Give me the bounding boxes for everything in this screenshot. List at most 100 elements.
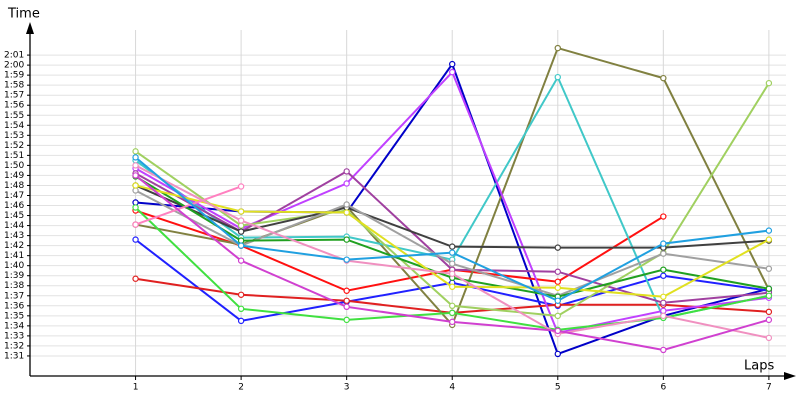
point <box>660 293 667 300</box>
y-tick-label: 2:01 <box>4 51 24 61</box>
point <box>237 228 245 235</box>
point <box>554 327 561 335</box>
y-tick-label: 1:38 <box>4 281 24 291</box>
point <box>554 350 561 358</box>
point <box>132 204 139 211</box>
y-tick-label: 1:35 <box>4 311 24 321</box>
point <box>132 182 139 189</box>
point <box>660 266 667 273</box>
x-tick-label: 1 <box>133 383 139 393</box>
y-tick-label: 1:52 <box>4 141 24 151</box>
point <box>449 318 456 326</box>
point <box>449 309 456 317</box>
y-tick-label: 1:57 <box>4 91 24 101</box>
y-tick-label: 1:32 <box>4 341 24 351</box>
y-tick-label: 1:44 <box>4 221 24 231</box>
y-tick-label: 1:59 <box>4 71 24 81</box>
point <box>660 74 667 82</box>
point <box>554 73 561 81</box>
point <box>765 292 773 299</box>
point <box>343 287 350 294</box>
y-tick-label: 1:53 <box>4 131 24 141</box>
y-tick-label: 1:54 <box>4 121 24 131</box>
point <box>343 180 350 187</box>
point <box>132 154 139 161</box>
point <box>660 213 667 220</box>
series-line <box>135 185 242 226</box>
series-group <box>132 44 773 358</box>
x-tick-label: 4 <box>449 383 455 393</box>
point <box>132 221 139 228</box>
point <box>449 302 456 309</box>
y-tick-label: 1:45 <box>4 211 24 221</box>
point <box>343 316 350 324</box>
point <box>765 265 773 272</box>
y-tick-label: 1:31 <box>4 351 24 361</box>
point <box>343 297 350 304</box>
point <box>132 275 139 282</box>
point <box>765 308 773 316</box>
x-axis-arrow <box>784 372 796 380</box>
y-tick-label: 1:49 <box>4 171 24 181</box>
y-tick-label: 1:56 <box>4 101 24 111</box>
y-tick-label: 1:40 <box>4 261 24 271</box>
point <box>554 278 561 285</box>
point <box>237 217 245 224</box>
point <box>765 316 773 324</box>
point <box>449 68 456 76</box>
y-tick-label: 2:00 <box>4 61 24 71</box>
y-tick-label: 1:34 <box>4 321 24 331</box>
point <box>554 268 561 275</box>
point <box>237 317 245 325</box>
point <box>237 242 245 249</box>
y-tick-label: 1:50 <box>4 161 24 171</box>
y-tick-label: 1:46 <box>4 201 24 211</box>
point <box>554 244 561 251</box>
point <box>237 257 245 264</box>
x-tick-label: 7 <box>766 383 772 393</box>
y-tick-label: 1:48 <box>4 181 24 191</box>
point <box>660 299 667 306</box>
point <box>765 227 773 234</box>
point <box>554 44 561 52</box>
point <box>660 250 667 257</box>
x-tick-label: 6 <box>660 383 666 393</box>
x-tick-label: 3 <box>344 383 350 393</box>
y-tick-label: 1:42 <box>4 241 24 251</box>
point <box>660 346 667 354</box>
y-tick-label: 1:37 <box>4 291 24 301</box>
point <box>237 208 245 215</box>
point <box>449 283 456 290</box>
x-tick-label: 2 <box>238 383 244 393</box>
point <box>237 291 245 298</box>
point <box>554 312 561 320</box>
x-axis-label: Laps <box>744 359 774 374</box>
y-tick-label: 1:47 <box>4 191 24 201</box>
point <box>765 79 773 87</box>
point <box>660 272 667 279</box>
y-axis-label: Time <box>7 7 40 22</box>
point <box>765 285 773 292</box>
point <box>449 260 456 267</box>
point <box>554 297 561 304</box>
point <box>343 303 350 311</box>
point <box>237 305 245 313</box>
y-tick-label: 1:36 <box>4 301 24 311</box>
y-tick-label: 1:33 <box>4 331 24 341</box>
y-tick-label: 1:43 <box>4 231 24 241</box>
point <box>554 284 561 291</box>
point <box>132 148 139 155</box>
point <box>132 172 139 179</box>
point <box>449 60 456 68</box>
point <box>660 312 667 320</box>
y-tick-label: 1:55 <box>4 111 24 121</box>
point <box>765 334 773 342</box>
point <box>449 249 456 256</box>
point <box>449 270 456 277</box>
y-tick-label: 1:41 <box>4 251 24 261</box>
point <box>449 243 456 250</box>
y-tick-label: 1:39 <box>4 271 24 281</box>
point <box>132 236 139 243</box>
